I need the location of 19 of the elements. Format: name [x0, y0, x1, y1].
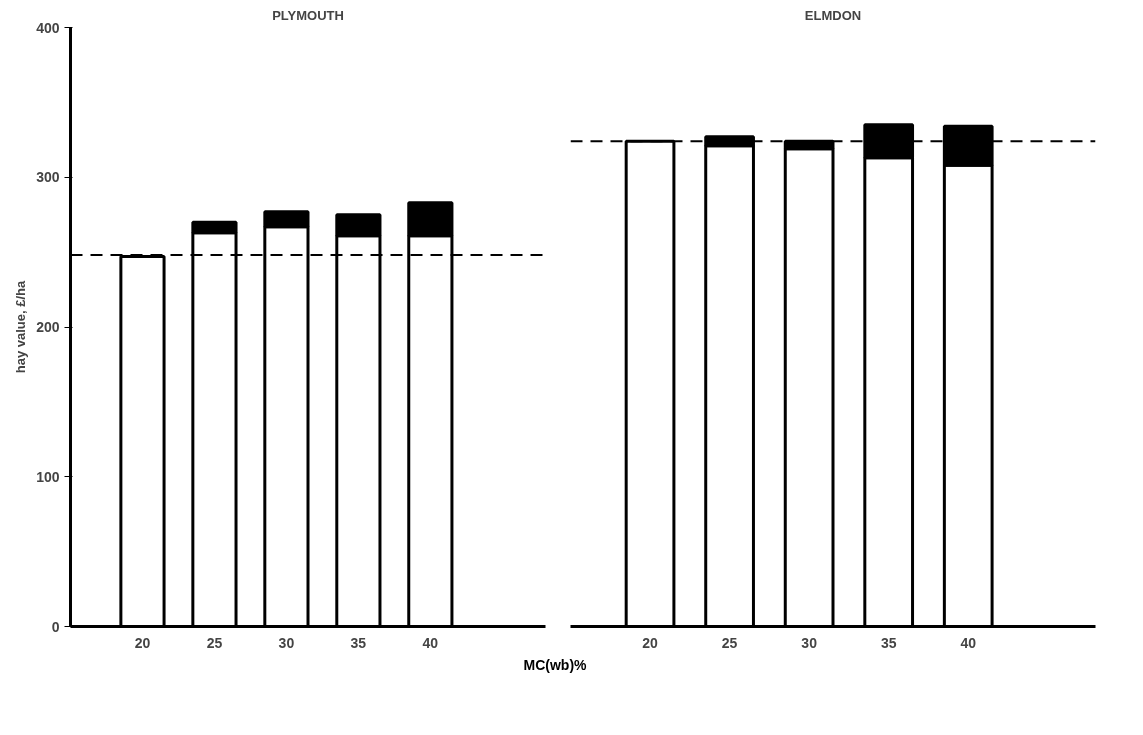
x-tick-label: 20 — [642, 634, 659, 651]
y-tick-label: 200 — [36, 319, 60, 335]
x-tick-label: 20 — [134, 634, 151, 651]
y-tick-label: 100 — [36, 468, 60, 485]
y-tick-label: 300 — [36, 169, 60, 186]
chart-title: ELMDON — [804, 7, 862, 23]
x-tick-label: 40 — [422, 634, 439, 651]
x-tick-label: 35 — [880, 634, 897, 651]
y-tick-label: 400 — [36, 19, 60, 36]
x-tick-label: 30 — [278, 634, 295, 651]
chart-title: PLYMOUTH — [272, 7, 344, 23]
x-tick-label: 35 — [350, 634, 367, 651]
x-axis-title: MC(wb)% — [523, 656, 587, 675]
x-tick-label: 25 — [721, 634, 738, 651]
x-tick-label: 25 — [206, 634, 223, 651]
x-tick-label: 30 — [801, 634, 818, 651]
x-tick-label: 40 — [960, 634, 977, 651]
y-tick-label: 0 — [51, 618, 60, 635]
y-axis-title: hay value, £/ha — [13, 279, 29, 374]
